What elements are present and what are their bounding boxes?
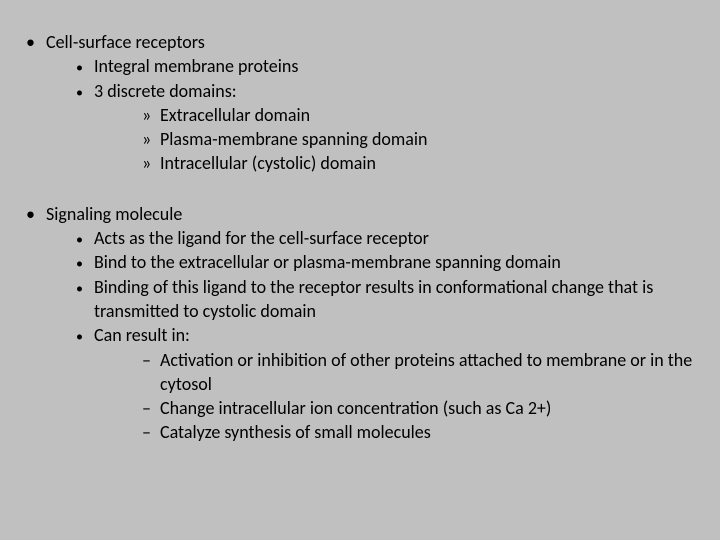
outline-block: Cell-surface receptors Integral membrane… <box>20 30 700 176</box>
list-item: Signaling molecule <box>20 202 700 226</box>
bullet-list: Cell-surface receptors Integral membrane… <box>20 30 700 176</box>
bullet-list: Signaling molecule Acts as the ligand fo… <box>20 202 700 445</box>
list-item: Bind to the extracellular or plasma-memb… <box>20 250 700 274</box>
list-item: Activation or inhibition of other protei… <box>20 348 700 397</box>
list-item: Extracellular domain <box>20 103 700 127</box>
list-item: 3 discrete domains: <box>20 79 700 103</box>
list-item: Integral membrane proteins <box>20 54 700 78</box>
list-item: Can result in: <box>20 323 700 347</box>
list-item: Catalyze synthesis of small molecules <box>20 420 700 444</box>
list-item: Plasma-membrane spanning domain <box>20 127 700 151</box>
outline-block: Signaling molecule Acts as the ligand fo… <box>20 202 700 445</box>
slide-body: Cell-surface receptors Integral membrane… <box>0 0 720 540</box>
list-item: Change intracellular ion concentration (… <box>20 396 700 420</box>
list-item: Cell-surface receptors <box>20 30 700 54</box>
list-item: Binding of this ligand to the receptor r… <box>20 275 700 324</box>
list-item: Intracellular (cystolic) domain <box>20 151 700 175</box>
list-item: Acts as the ligand for the cell-surface … <box>20 226 700 250</box>
